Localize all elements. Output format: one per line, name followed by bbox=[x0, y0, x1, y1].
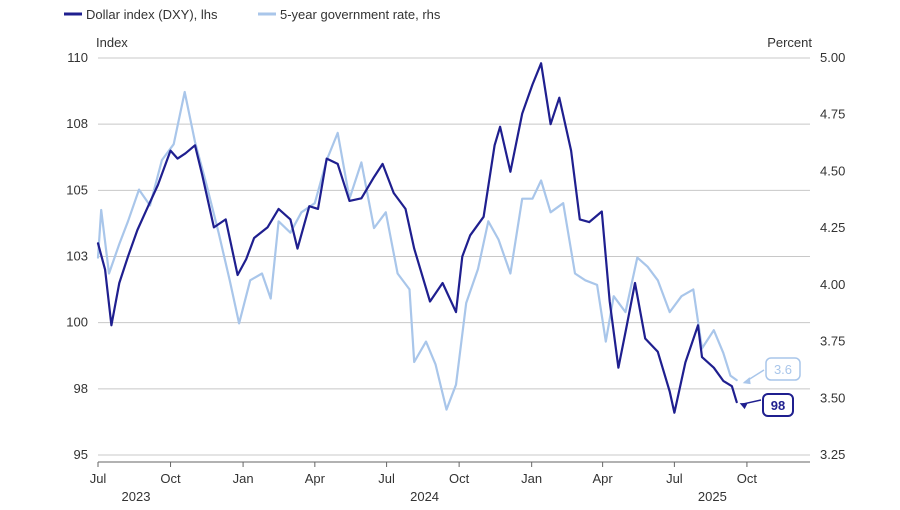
right-tick-label: 4.75 bbox=[820, 107, 845, 122]
x-tick-label: Jan bbox=[233, 471, 254, 486]
gridlines bbox=[98, 57, 810, 456]
x-axis: Jul 2023 Oct Jan Apr Jul 2024 Oct Jan Apr Jul 2025 O… bbox=[90, 461, 810, 504]
x-tick-label: Jul bbox=[90, 471, 107, 486]
series-layer bbox=[96, 62, 738, 414]
series-line-5y-rate bbox=[96, 90, 738, 411]
series-line-dxy bbox=[96, 62, 738, 414]
end-arrowhead-dxy bbox=[739, 403, 748, 410]
end-label-5y-rate: 3.6 bbox=[774, 362, 792, 377]
x-year-label: 2025 bbox=[698, 489, 727, 504]
left-tick-label: 110 bbox=[67, 50, 88, 65]
end-label-box-5y-rate bbox=[765, 357, 801, 381]
x-tick-label: Jan bbox=[521, 471, 542, 486]
left-axis-unit: Index bbox=[96, 35, 128, 50]
left-axis-ticks: 95 98 100 103 105 108 110 bbox=[66, 50, 88, 462]
right-tick-label: 5.00 bbox=[820, 50, 845, 65]
x-year-label: 2023 bbox=[122, 489, 151, 504]
left-tick-label: 98 bbox=[74, 381, 88, 396]
x-tick-label: Apr bbox=[593, 471, 614, 486]
end-labels: 3.6 98 bbox=[739, 357, 801, 417]
right-tick-label: 3.75 bbox=[820, 334, 845, 349]
legend: Dollar index (DXY), lhs 5-year governmen… bbox=[64, 7, 441, 22]
left-tick-label: 100 bbox=[66, 315, 88, 330]
right-tick-label: 4.50 bbox=[820, 163, 845, 178]
right-tick-label: 3.50 bbox=[820, 390, 845, 405]
x-tick-label: Oct bbox=[449, 471, 470, 486]
x-year-label: 2024 bbox=[410, 489, 439, 504]
end-arrowhead-5y-rate bbox=[742, 377, 751, 385]
left-tick-label: 105 bbox=[66, 182, 88, 197]
x-tick-label: Apr bbox=[305, 471, 326, 486]
left-tick-label: 103 bbox=[66, 249, 88, 264]
end-label-box-dxy bbox=[762, 393, 794, 417]
legend-label-5y-rate: 5-year government rate, rhs bbox=[280, 7, 441, 22]
left-tick-label: 95 bbox=[74, 447, 88, 462]
x-tick-label: Oct bbox=[737, 471, 758, 486]
right-axis-unit: Percent bbox=[767, 35, 812, 50]
end-label-dxy: 98 bbox=[771, 398, 785, 413]
x-tick-label: Oct bbox=[160, 471, 181, 486]
right-tick-label: 3.25 bbox=[820, 447, 845, 462]
right-axis-ticks: 3.25 3.50 3.75 4.00 4.25 4.50 4.75 5.00 bbox=[820, 50, 845, 462]
legend-label-dxy: Dollar index (DXY), lhs bbox=[86, 7, 218, 22]
left-tick-label: 108 bbox=[66, 116, 88, 131]
x-tick-label: Jul bbox=[666, 471, 683, 486]
right-tick-label: 4.00 bbox=[820, 277, 845, 292]
right-tick-label: 4.25 bbox=[820, 220, 845, 235]
x-tick-label: Jul bbox=[378, 471, 395, 486]
